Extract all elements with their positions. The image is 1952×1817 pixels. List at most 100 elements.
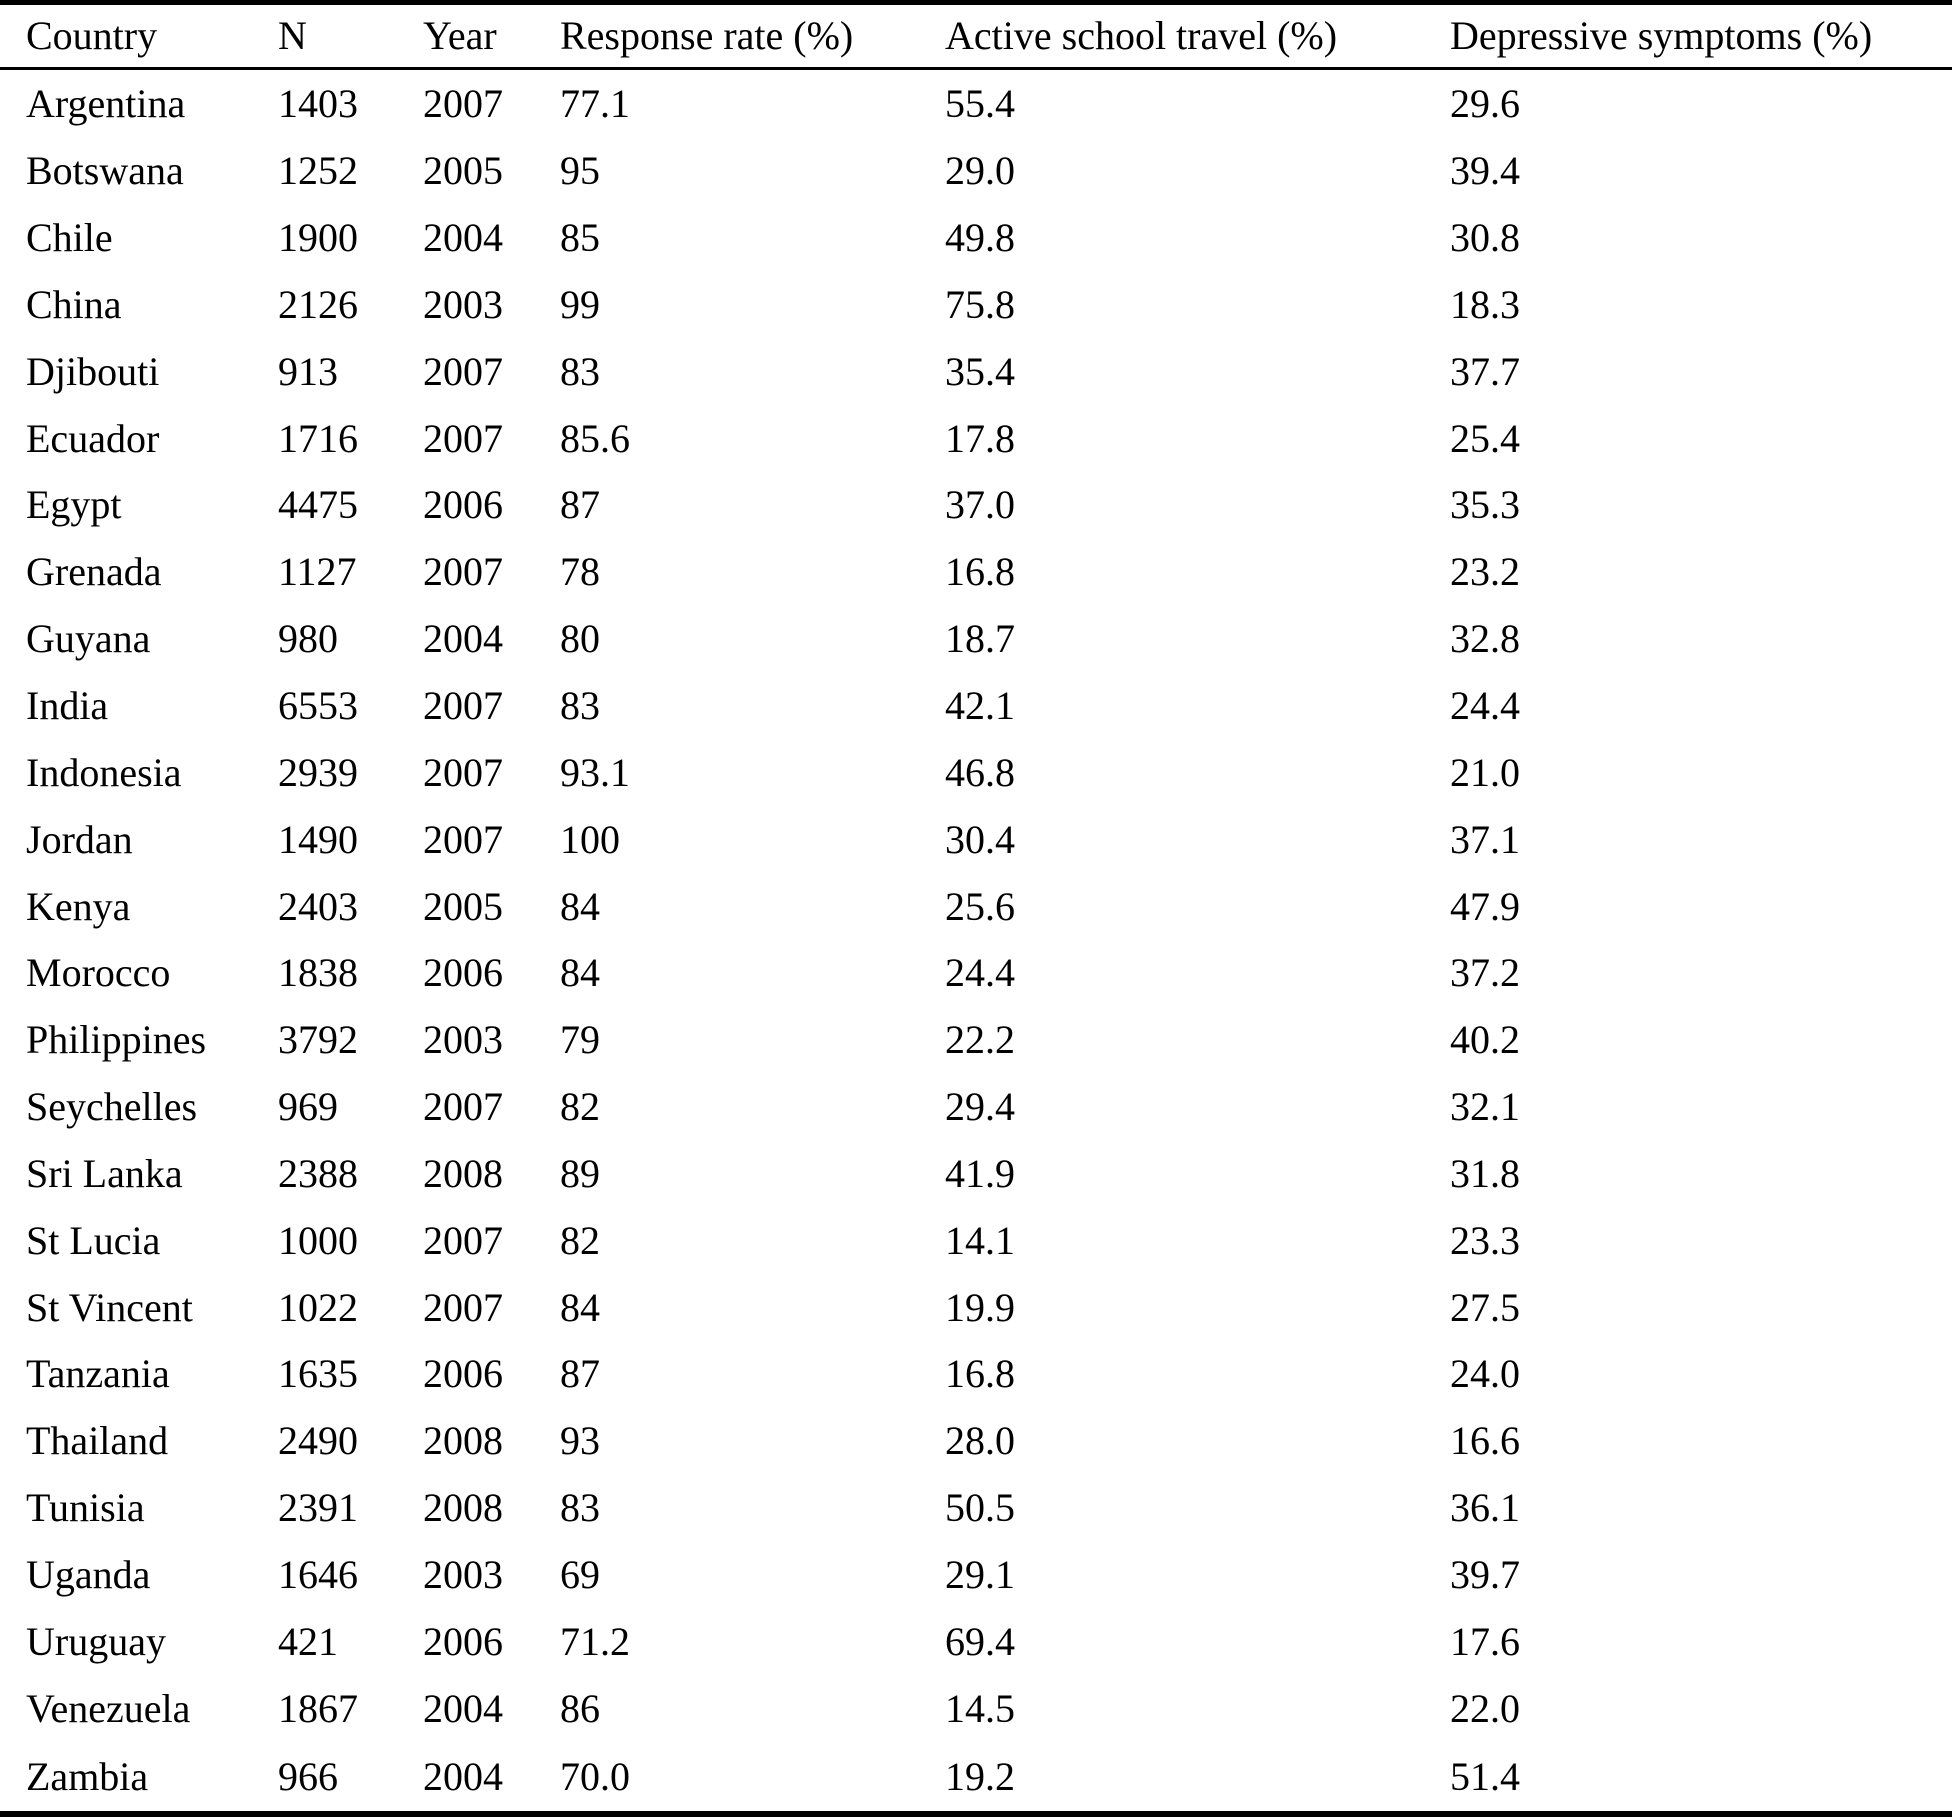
cell-depressive-symptoms: 40.2 — [1450, 1017, 1520, 1063]
table-row: St Lucia 1000 2007 82 14.1 23.3 — [0, 1207, 1952, 1274]
cell-depressive-symptoms: 30.8 — [1450, 215, 1520, 261]
cell-year: 2003 — [423, 1017, 503, 1063]
cell-country: Jordan — [26, 816, 133, 862]
cell-year: 2006 — [423, 1618, 503, 1664]
cell-year: 2005 — [423, 883, 503, 929]
cell-year: 2007 — [423, 749, 503, 795]
cell-country: Botswana — [26, 148, 184, 194]
cell-n: 6553 — [278, 683, 358, 729]
cell-country: Tanzania — [26, 1351, 170, 1397]
cell-n: 980 — [278, 616, 338, 662]
table-row: Tunisia 2391 2008 83 50.5 36.1 — [0, 1475, 1952, 1542]
cell-n: 2388 — [278, 1150, 358, 1196]
cell-year: 2004 — [423, 616, 503, 662]
cell-active-school-travel: 22.2 — [945, 1017, 1015, 1063]
cell-depressive-symptoms: 22.0 — [1450, 1685, 1520, 1731]
table-row: Morocco 1838 2006 84 24.4 37.2 — [0, 940, 1952, 1007]
cell-response-rate: 82 — [560, 1217, 600, 1263]
cell-response-rate: 99 — [560, 281, 600, 327]
cell-active-school-travel: 17.8 — [945, 415, 1015, 461]
cell-active-school-travel: 49.8 — [945, 215, 1015, 261]
cell-year: 2003 — [423, 281, 503, 327]
cell-n: 1490 — [278, 816, 358, 862]
cell-n: 1900 — [278, 215, 358, 261]
cell-active-school-travel: 14.1 — [945, 1217, 1015, 1263]
cell-year: 2007 — [423, 1084, 503, 1130]
cell-response-rate: 95 — [560, 148, 600, 194]
cell-country: Uruguay — [26, 1618, 166, 1664]
cell-n: 2403 — [278, 883, 358, 929]
cell-active-school-travel: 29.0 — [945, 148, 1015, 194]
cell-country: Sri Lanka — [26, 1150, 183, 1196]
cell-active-school-travel: 14.5 — [945, 1685, 1015, 1731]
table-row: Botswana 1252 2005 95 29.0 39.4 — [0, 138, 1952, 205]
cell-country: Egypt — [26, 482, 122, 528]
cell-country: Morocco — [26, 950, 171, 996]
table-row: Djibouti 913 2007 83 35.4 37.7 — [0, 338, 1952, 405]
cell-n: 1646 — [278, 1551, 358, 1597]
cell-n: 2939 — [278, 749, 358, 795]
cell-active-school-travel: 19.9 — [945, 1284, 1015, 1330]
cell-year: 2006 — [423, 1351, 503, 1397]
cell-response-rate: 89 — [560, 1150, 600, 1196]
table-row: Sri Lanka 2388 2008 89 41.9 31.8 — [0, 1141, 1952, 1208]
column-header-depressive-symptoms: Depressive symptoms (%) — [1450, 2, 1952, 70]
cell-depressive-symptoms: 32.1 — [1450, 1084, 1520, 1130]
cell-depressive-symptoms: 21.0 — [1450, 749, 1520, 795]
table-row: Uganda 1646 2003 69 29.1 39.7 — [0, 1542, 1952, 1609]
cell-active-school-travel: 30.4 — [945, 816, 1015, 862]
cell-response-rate: 86 — [560, 1685, 600, 1731]
cell-year: 2007 — [423, 1217, 503, 1263]
cell-depressive-symptoms: 23.3 — [1450, 1217, 1520, 1263]
table-row: Kenya 2403 2005 84 25.6 47.9 — [0, 873, 1952, 940]
table-row: Uruguay 421 2006 71.2 69.4 17.6 — [0, 1608, 1952, 1675]
cell-year: 2007 — [423, 415, 503, 461]
table-row: Seychelles 969 2007 82 29.4 32.1 — [0, 1074, 1952, 1141]
cell-depressive-symptoms: 36.1 — [1450, 1485, 1520, 1531]
cell-depressive-symptoms: 18.3 — [1450, 281, 1520, 327]
cell-active-school-travel: 19.2 — [945, 1753, 1015, 1799]
cell-country: Zambia — [26, 1753, 149, 1799]
cell-country: Venezuela — [26, 1685, 191, 1731]
table-row: China 2126 2003 99 75.8 18.3 — [0, 272, 1952, 339]
cell-country: St Vincent — [26, 1284, 193, 1330]
cell-year: 2003 — [423, 1551, 503, 1597]
cell-n: 3792 — [278, 1017, 358, 1063]
cell-depressive-symptoms: 35.3 — [1450, 482, 1520, 528]
cell-year: 2007 — [423, 549, 503, 595]
cell-n: 966 — [278, 1753, 338, 1799]
cell-country: Thailand — [26, 1418, 169, 1464]
cell-n: 4475 — [278, 482, 358, 528]
cell-country: Tunisia — [26, 1485, 145, 1531]
cell-depressive-symptoms: 32.8 — [1450, 616, 1520, 662]
cell-n: 1403 — [278, 80, 358, 126]
cell-response-rate: 78 — [560, 549, 600, 595]
cell-depressive-symptoms: 24.4 — [1450, 683, 1520, 729]
cell-country: Philippines — [26, 1017, 207, 1063]
cell-depressive-symptoms: 23.2 — [1450, 549, 1520, 595]
cell-country: Chile — [26, 215, 113, 261]
cell-response-rate: 93.1 — [560, 749, 630, 795]
cell-response-rate: 93 — [560, 1418, 600, 1464]
column-header-response-rate: Response rate (%) — [560, 2, 945, 70]
cell-active-school-travel: 16.8 — [945, 549, 1015, 595]
cell-year: 2004 — [423, 215, 503, 261]
table-row: Grenada 1127 2007 78 16.8 23.2 — [0, 539, 1952, 606]
cell-depressive-symptoms: 39.7 — [1450, 1551, 1520, 1597]
table-row: St Vincent 1022 2007 84 19.9 27.5 — [0, 1274, 1952, 1341]
cell-active-school-travel: 41.9 — [945, 1150, 1015, 1196]
cell-response-rate: 100 — [560, 816, 620, 862]
cell-response-rate: 84 — [560, 883, 600, 929]
cell-country: Indonesia — [26, 749, 182, 795]
table-row: Indonesia 2939 2007 93.1 46.8 21.0 — [0, 739, 1952, 806]
table-row: Egypt 4475 2006 87 37.0 35.3 — [0, 472, 1952, 539]
cell-year: 2005 — [423, 148, 503, 194]
cell-active-school-travel: 25.6 — [945, 883, 1015, 929]
cell-year: 2008 — [423, 1418, 503, 1464]
cell-depressive-symptoms: 51.4 — [1450, 1753, 1520, 1799]
cell-active-school-travel: 50.5 — [945, 1485, 1015, 1531]
table-row: Guyana 980 2004 80 18.7 32.8 — [0, 606, 1952, 673]
cell-response-rate: 85.6 — [560, 415, 630, 461]
column-header-year: Year — [423, 2, 560, 70]
